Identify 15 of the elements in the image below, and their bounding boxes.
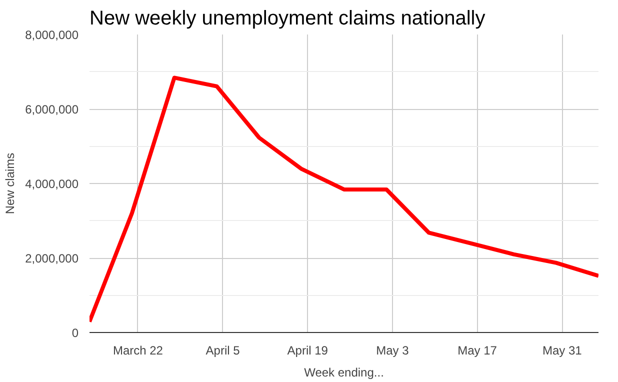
x-tick-label: April 5 [206, 344, 240, 358]
x-tick-label: May 3 [376, 344, 410, 358]
x-tick-label: April 19 [287, 344, 328, 358]
chart-title: New weekly unemployment claims nationally [90, 8, 486, 30]
y-tick-label: 0 [72, 326, 79, 340]
x-axis-title: Week ending... [304, 366, 384, 380]
line-series [90, 76, 598, 324]
y-tick-label: 2,000,000 [25, 252, 79, 266]
x-tick-label: May 17 [458, 344, 498, 358]
y-axis-title: New claims [3, 152, 18, 214]
y-tick-label: 6,000,000 [25, 102, 79, 116]
y-tick-label: 4,000,000 [25, 177, 79, 191]
y-tick-label: 8,000,000 [25, 28, 79, 42]
x-tick-label: May 31 [542, 344, 582, 358]
x-tick-label: March 22 [112, 344, 164, 358]
